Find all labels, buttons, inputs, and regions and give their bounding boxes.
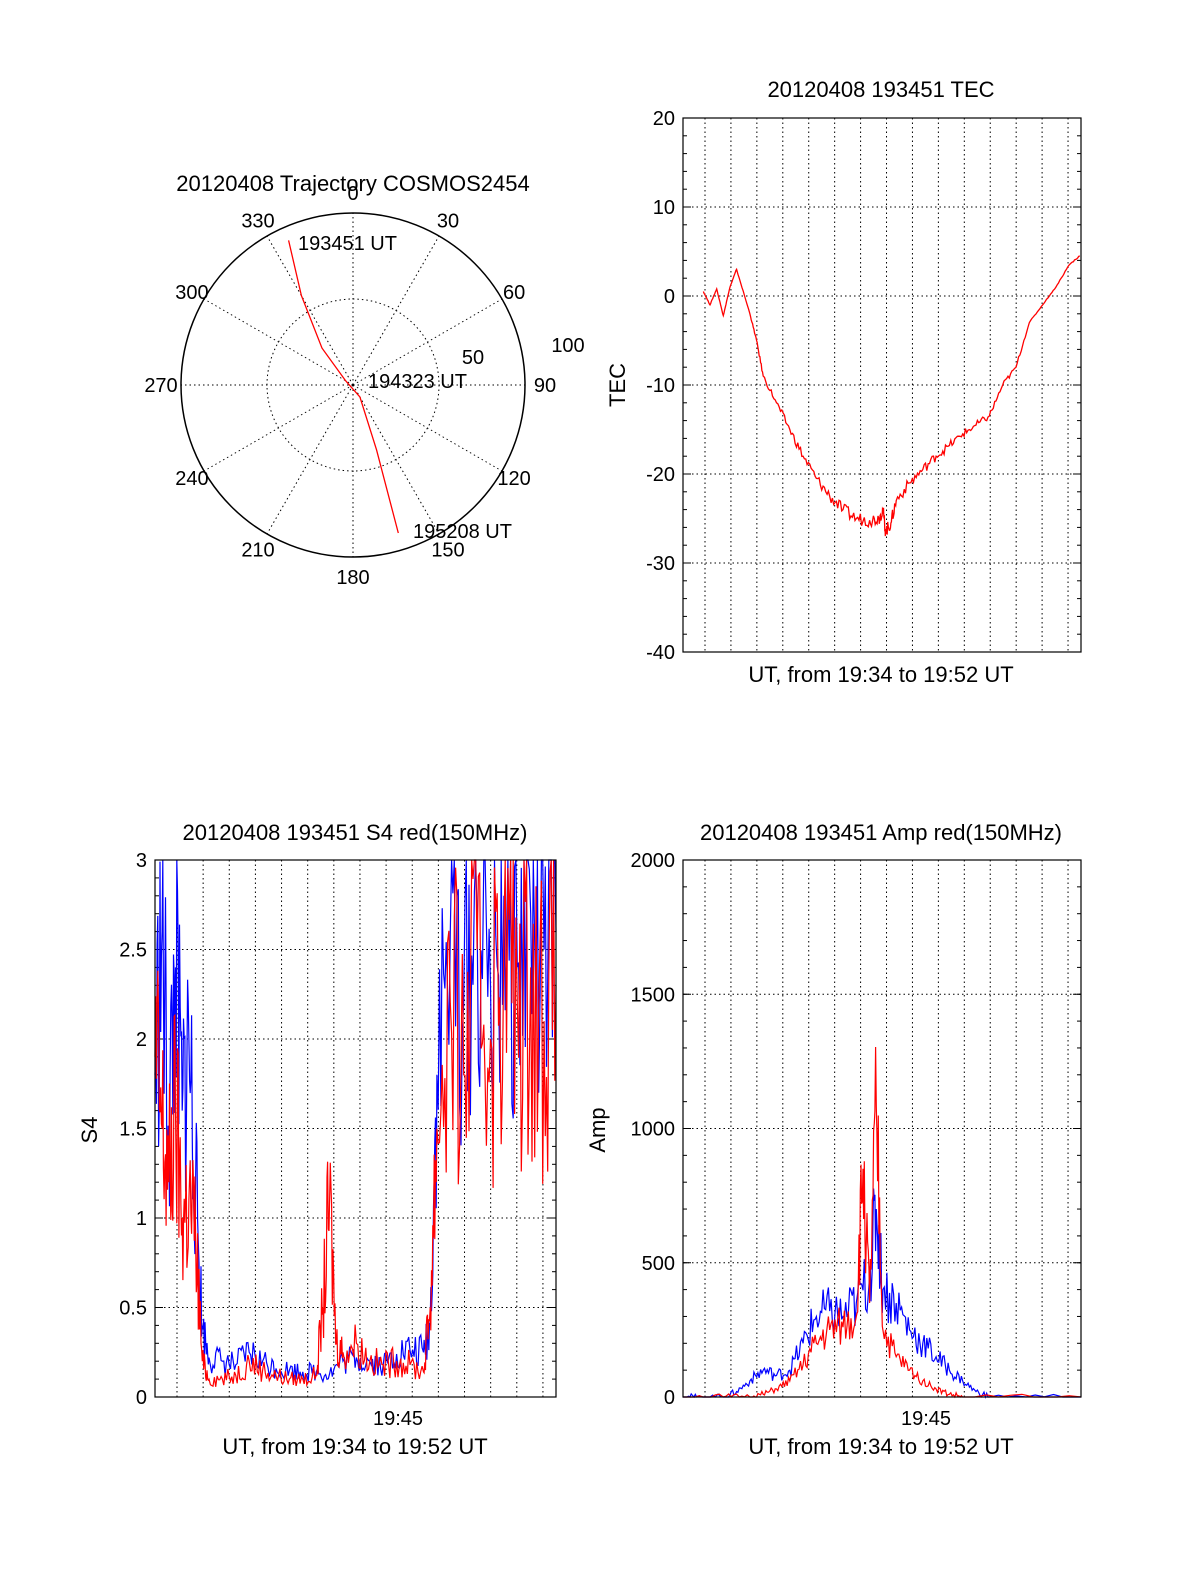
s4-blue-series-line — [154, 859, 557, 1384]
polar-angle-label-0: 0 — [347, 183, 358, 205]
s4-plot: 20120408 193451 S4 red(150MHz) 0 0.5 1 1.5 2… — [77, 820, 557, 1459]
y-tick-label: 0 — [664, 1387, 675, 1409]
polar-angle-label-270: 270 — [144, 375, 177, 397]
polar-angle-label-180: 180 — [336, 567, 369, 589]
polar-ring-label-100: 100 — [551, 335, 584, 357]
polar-spoke-210 — [266, 384, 354, 535]
amp-y-label: Amp — [585, 1107, 610, 1152]
s4-title: 20120408 193451 S4 red(150MHz) — [183, 820, 528, 845]
trajectory-end-label: 195208 UT — [413, 521, 512, 543]
y-tick-label: 1500 — [631, 984, 676, 1006]
polar-spoke-300 — [203, 298, 354, 386]
s4-plot-frame — [154, 859, 557, 1398]
trajectory-start-label: 193451 UT — [298, 233, 397, 255]
polar-ring-label-50: 50 — [462, 347, 484, 369]
amp-plot: 20120408 193451 Amp red(150MHz) 0 500 1000… — [585, 820, 1082, 1459]
polar-angle-label-60: 60 — [503, 282, 525, 304]
s4-y-ticks: 0 0.5 1 1.5 2 2.5 3 — [119, 850, 147, 1409]
amp-y-ticks: 0 500 1000 1500 2000 — [631, 850, 676, 1409]
polar-angle-label-300: 300 — [175, 282, 208, 304]
polar-angle-label-330: 330 — [241, 210, 274, 232]
amp-red-series-line — [683, 1046, 1082, 1399]
polar-angle-label-90: 90 — [534, 375, 556, 397]
amp-plot-frame — [682, 859, 1082, 1398]
amp-blue-series-line — [683, 1188, 1081, 1399]
y-tick-label: 20 — [653, 108, 675, 130]
y-tick-label: -40 — [646, 642, 675, 664]
polar-angle-label-120: 120 — [497, 468, 530, 490]
y-tick-label: -10 — [646, 375, 675, 397]
polar-title: 20120408 Trajectory COSMOS2454 — [176, 171, 529, 196]
trajectory-mid-label: 194323 UT — [368, 371, 467, 393]
y-tick-label: 2 — [136, 1029, 147, 1051]
polar-angle-labels: 0 30 60 90 120 150 180 210 240 270 300 330 — [144, 183, 556, 589]
tec-y-ticks: 20 10 0 -10 -20 -30 -40 — [646, 108, 675, 664]
tec-series-line — [702, 255, 1081, 537]
tec-x-label: UT, from 19:34 to 19:52 UT — [748, 662, 1013, 687]
s4-x-label: UT, from 19:34 to 19:52 UT — [222, 1434, 487, 1459]
amp-x-tick-1945: 19:45 — [901, 1408, 951, 1430]
tec-y-label: TEC — [605, 363, 630, 407]
s4-y-label: S4 — [77, 1117, 102, 1144]
polar-spoke-150 — [352, 384, 440, 535]
y-tick-label: 1000 — [631, 1119, 676, 1141]
trajectory-line — [287, 240, 399, 534]
polar-angle-label-210: 210 — [241, 540, 274, 562]
y-tick-label: 1 — [136, 1208, 147, 1230]
y-tick-label: 500 — [642, 1253, 675, 1275]
amp-title: 20120408 193451 Amp red(150MHz) — [700, 820, 1062, 845]
y-tick-label: 0 — [136, 1387, 147, 1409]
polar-angle-label-30: 30 — [437, 210, 459, 232]
y-tick-label: 3 — [136, 850, 147, 872]
y-tick-label: 0.5 — [119, 1298, 147, 1320]
polar-spoke-60 — [352, 298, 503, 386]
y-tick-label: -20 — [646, 464, 675, 486]
polar-spokes — [181, 213, 525, 557]
polar-spoke-240 — [203, 384, 354, 472]
polar-spoke-120 — [352, 384, 503, 472]
tec-grid — [683, 117, 1081, 653]
y-tick-label: 1.5 — [119, 1119, 147, 1141]
y-tick-label: -30 — [646, 553, 675, 575]
tec-plot-frame — [682, 117, 1082, 653]
y-tick-label: 10 — [653, 197, 675, 219]
y-tick-label: 0 — [664, 286, 675, 308]
tec-plot: 20120408 193451 TEC 20 10 0 -10 -20 -30 -40 TE… — [605, 77, 1082, 687]
tec-title: 20120408 193451 TEC — [767, 77, 994, 102]
y-tick-label: 2.5 — [119, 940, 147, 962]
amp-x-label: UT, from 19:34 to 19:52 UT — [748, 1434, 1013, 1459]
polar-spoke-330 — [266, 235, 354, 386]
polar-angle-label-240: 240 — [175, 468, 208, 490]
polar-angle-label-150: 150 — [431, 540, 464, 562]
polar-trajectory-plot: 20120408 Trajectory COSMOS2454 0 30 60 90 12… — [144, 171, 584, 589]
s4-x-tick-1945: 19:45 — [373, 1408, 423, 1430]
y-tick-label: 2000 — [631, 850, 676, 872]
polar-spoke-30 — [352, 235, 440, 386]
